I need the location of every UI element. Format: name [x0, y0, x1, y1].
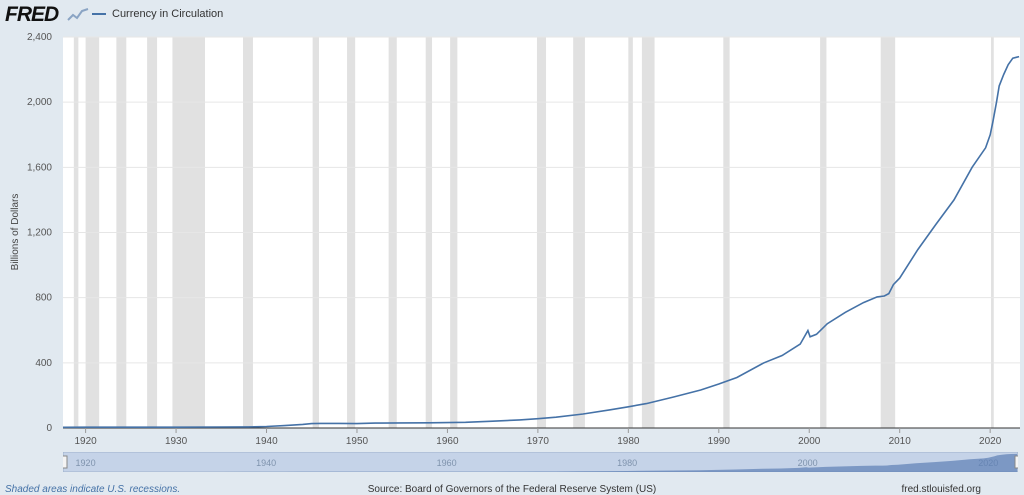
y-tick-label: 400: [35, 358, 52, 369]
y-tick-label: 1,200: [27, 228, 52, 239]
y-tick-label: 2,000: [27, 97, 52, 108]
navigator-tick-label: 2000: [798, 458, 818, 468]
x-axis-ticks: 1920 1930 1940 1950 1960 1970 1980 1990 2000 2010…: [74, 428, 1002, 447]
y-tick-label: 800: [35, 293, 52, 304]
navigator-right-handle[interactable]: [1014, 455, 1022, 469]
y-axis-ticks: 0 400 800 1,200 1,600 2,000 2,400: [27, 32, 52, 434]
x-tick-label: 1990: [708, 436, 731, 447]
y-tick-label: 2,400: [27, 32, 52, 43]
site-link[interactable]: fred.stlouisfed.org: [901, 484, 982, 495]
x-tick-label: 1930: [165, 436, 188, 447]
range-navigator[interactable]: 192019401960198020002020: [60, 451, 1022, 473]
logo-chart-icon: [67, 8, 89, 21]
y-tick-label: 0: [46, 423, 52, 434]
legend-series-label: Currency in Circulation: [112, 8, 224, 20]
gridlines: [63, 36, 1020, 429]
recession-note: Shaded areas indicate U.S. recessions.: [5, 484, 181, 495]
x-tick-label: 1940: [255, 436, 278, 447]
y-axis-label: Billions of Dollars: [10, 194, 21, 271]
fred-logo[interactable]: FRED: [5, 3, 59, 26]
y-tick-label: 1,600: [27, 162, 52, 173]
navigator-tick-label: 1940: [256, 458, 276, 468]
navigator-series: [63, 453, 1018, 472]
series-layer: [62, 55, 1020, 429]
x-tick-label: 2010: [889, 436, 912, 447]
x-tick-label: 2000: [798, 436, 821, 447]
navigator-tick-label: 1960: [437, 458, 457, 468]
navigator-svg: 192019401960198020002020: [60, 451, 1022, 473]
legend: Currency in Circulation: [92, 8, 223, 20]
x-tick-label: 1920: [74, 436, 97, 447]
x-tick-label: 1960: [436, 436, 459, 447]
source-note: Source: Board of Governors of the Federa…: [367, 484, 657, 495]
navigator-left-handle[interactable]: [60, 455, 68, 469]
x-tick-label: 1950: [346, 436, 369, 447]
x-tick-label: 1970: [527, 436, 550, 447]
chart-header: FRED Currency in Circulation: [0, 0, 1024, 30]
navigator-tick-label: 1920: [76, 458, 96, 468]
series-line: [62, 55, 1020, 429]
legend-swatch: [92, 13, 106, 15]
navigator-tick-label: 1980: [617, 458, 637, 468]
x-tick-label: 2020: [979, 436, 1002, 447]
x-tick-label: 1980: [617, 436, 640, 447]
